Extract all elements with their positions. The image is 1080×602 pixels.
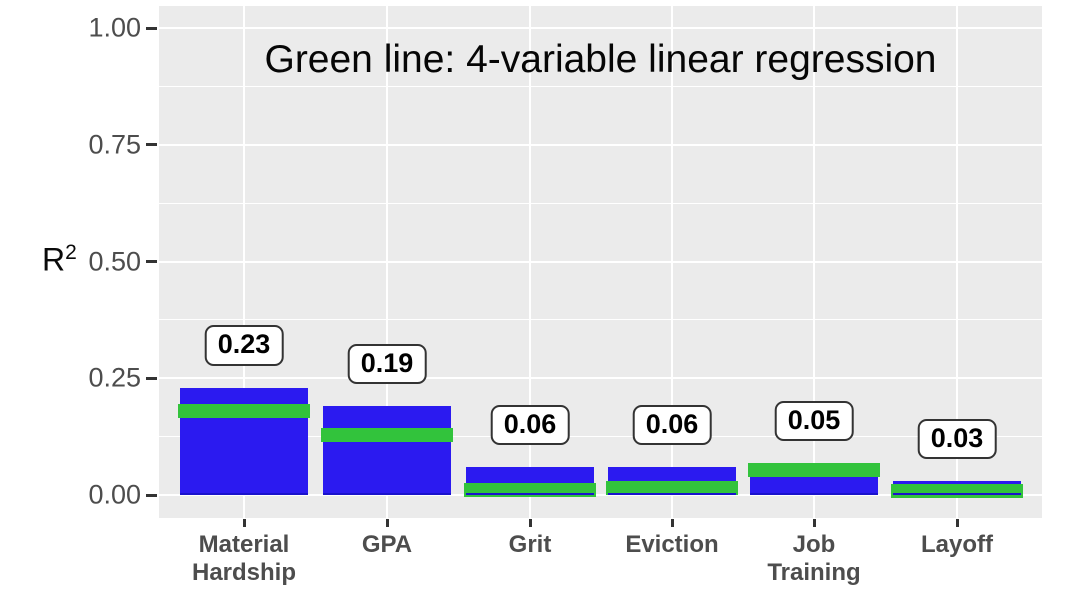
value-label-gpa: 0.19 bbox=[347, 343, 427, 385]
x-axis-label-line: Layoff bbox=[921, 531, 993, 558]
x-axis-label-line: Training bbox=[767, 559, 861, 586]
bar-baseline-material-hardship bbox=[180, 492, 308, 495]
y-tick-label: 0.00 bbox=[88, 479, 141, 510]
benchmark-line-material-hardship bbox=[178, 404, 310, 419]
gridline-major bbox=[159, 494, 1042, 496]
bar-baseline-eviction bbox=[608, 492, 736, 495]
y-tick-mark bbox=[146, 493, 157, 497]
x-tick-mark bbox=[385, 519, 389, 527]
x-tick-mark bbox=[670, 519, 674, 527]
gridline-vertical bbox=[529, 6, 531, 518]
y-tick-mark bbox=[146, 376, 157, 380]
gridline-vertical bbox=[243, 6, 245, 518]
bar-gpa bbox=[323, 406, 451, 495]
gridline-minor bbox=[159, 86, 1042, 88]
y-axis-title-base: R bbox=[42, 241, 66, 278]
gridline-major bbox=[159, 143, 1042, 146]
bar-baseline-gpa bbox=[323, 492, 451, 495]
bar-baseline-layoff bbox=[893, 492, 1021, 495]
value-label-job-training: 0.05 bbox=[774, 400, 854, 442]
y-tick-label: 0.75 bbox=[88, 129, 141, 160]
x-axis-label-layoff: Layoff bbox=[862, 531, 1052, 559]
x-axis-label-line: Hardship bbox=[191, 559, 296, 586]
x-axis-label-material-hardship: Material Hardship bbox=[149, 531, 339, 587]
gridline-vertical bbox=[671, 6, 673, 518]
bar-baseline-grit bbox=[466, 492, 594, 495]
y-axis-title-exponent: 2 bbox=[65, 241, 77, 264]
gridline-vertical bbox=[956, 6, 958, 518]
x-axis-label-line: GPA bbox=[361, 531, 413, 558]
benchmark-line-layoff bbox=[891, 484, 1023, 499]
x-axis-label-line: Material bbox=[198, 531, 290, 558]
x-axis-label-line: Eviction bbox=[625, 531, 719, 558]
gridline-vertical bbox=[813, 6, 815, 518]
bar-job-training bbox=[750, 471, 878, 495]
benchmark-line-eviction bbox=[606, 481, 738, 496]
x-tick-mark bbox=[955, 519, 959, 527]
x-axis-label-line: Job bbox=[792, 531, 836, 558]
y-tick-mark bbox=[146, 260, 157, 264]
gridline-minor bbox=[159, 319, 1042, 321]
value-label-eviction: 0.06 bbox=[632, 404, 712, 445]
x-axis-label-job-training: Job Training bbox=[719, 531, 909, 587]
x-axis-label-eviction: Eviction bbox=[577, 531, 767, 559]
benchmark-line-job-training bbox=[748, 463, 880, 478]
y-axis-title: R2 bbox=[42, 241, 77, 279]
bar-baseline-job-training bbox=[750, 492, 878, 495]
gridline-vertical bbox=[386, 6, 388, 518]
x-axis-label-line: Grit bbox=[508, 531, 552, 558]
gridline-minor bbox=[159, 202, 1042, 204]
x-tick-mark bbox=[812, 519, 816, 527]
x-axis-label-grit: Grit bbox=[435, 531, 625, 559]
y-tick-mark bbox=[146, 26, 157, 30]
y-tick-label: 1.00 bbox=[88, 12, 141, 43]
value-label-layoff: 0.03 bbox=[917, 418, 997, 459]
gridline-major bbox=[159, 27, 1042, 30]
benchmark-line-gpa bbox=[321, 427, 453, 442]
y-tick-label: 0.50 bbox=[88, 246, 141, 277]
y-tick-mark bbox=[146, 143, 157, 147]
y-tick-label: 0.25 bbox=[88, 362, 141, 393]
x-tick-mark bbox=[242, 519, 246, 527]
value-label-grit: 0.06 bbox=[490, 404, 570, 445]
gridline-major bbox=[159, 377, 1042, 380]
x-axis-label-gpa: GPA bbox=[292, 531, 482, 559]
gridline-minor bbox=[159, 436, 1042, 438]
x-tick-mark bbox=[528, 519, 532, 527]
value-label-material-hardship: 0.23 bbox=[204, 325, 284, 366]
chart-title: Green line: 4-variable linear regression bbox=[264, 38, 937, 81]
gridline-major bbox=[159, 260, 1042, 263]
